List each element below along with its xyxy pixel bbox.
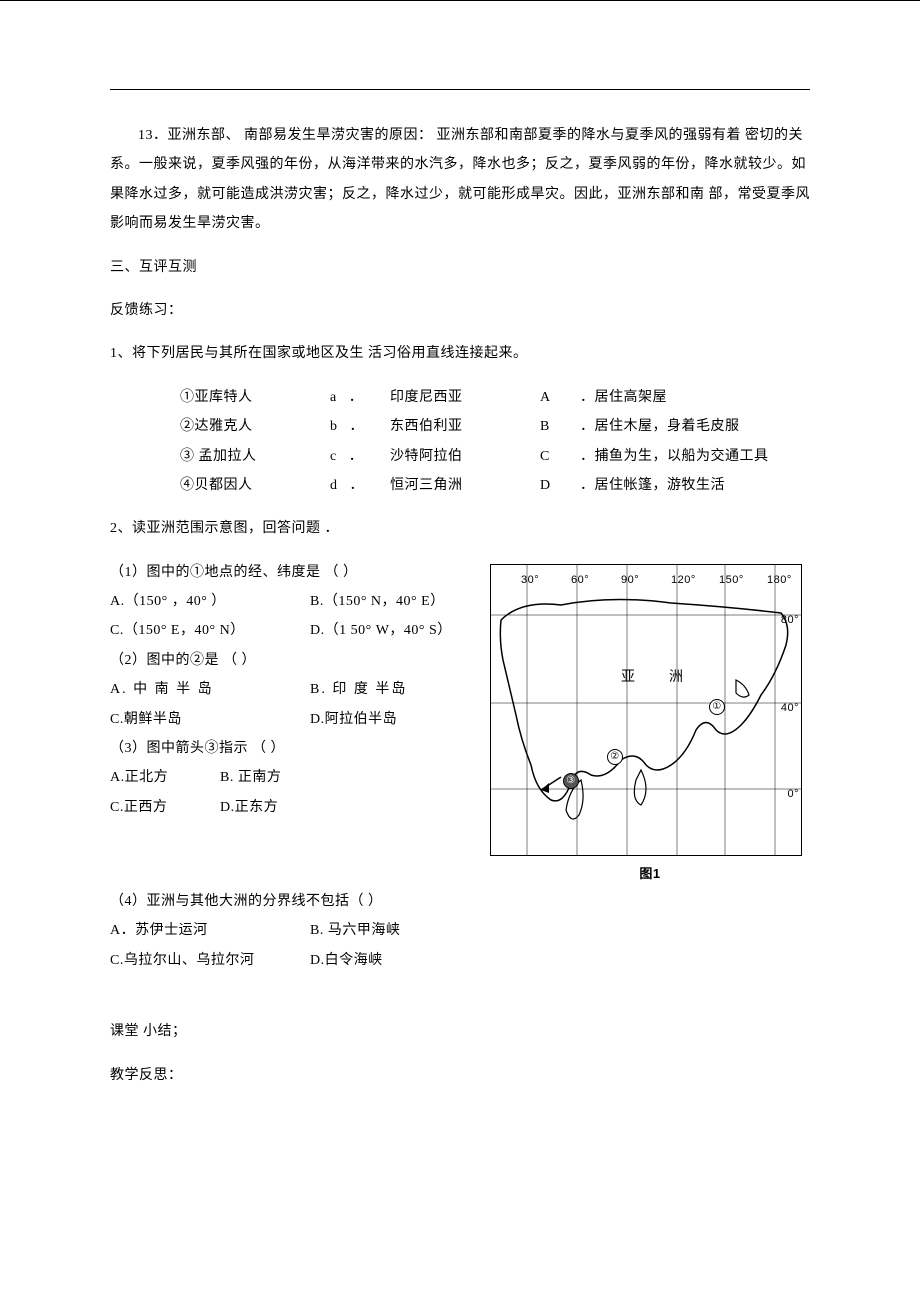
match-region: 东西伯利亚	[390, 412, 540, 441]
q2-sub3: （3）图中箭头③指示 （ ）	[110, 734, 478, 763]
feedback-heading: 反馈练习：	[110, 296, 810, 325]
match-letter-lc: c ．	[330, 442, 390, 471]
match-person: ①亚库特人	[180, 383, 330, 412]
match-letter-lc: d ．	[330, 471, 390, 500]
question-1: 1、将下列居民与其所在国家或地区及生 活习俗用直线连接起来。	[110, 339, 810, 368]
matching-row: ③ 孟加拉人 c ． 沙特阿拉伯 C ．捕鱼为生，以船为交通工具	[110, 442, 810, 471]
match-person: ②达雅克人	[180, 412, 330, 441]
document-page: 13．亚洲东部、 南部易发生旱涝灾害的原因： 亚洲东部和南部夏季的降水与夏季风的…	[0, 0, 920, 1164]
section-3-heading: 三、互评互测	[110, 253, 810, 282]
match-letter-lc: a ．	[330, 383, 390, 412]
match-letter-uc: D	[540, 471, 580, 500]
option-b: B. 印 度 半岛	[310, 675, 407, 704]
match-desc: ．居住高架屋	[580, 383, 810, 412]
match-region: 印度尼西亚	[390, 383, 540, 412]
option-a: A.正北方	[110, 763, 220, 792]
q2-two-column: （1）图中的①地点的经、纬度是 （ ） A.（150° ，40° ） B.（15…	[110, 558, 810, 887]
header-rule	[110, 89, 810, 90]
q2-right-column: 30° 60° 90° 120° 150° 180° 80° 40° 0°	[490, 558, 810, 887]
q2-sub1: （1）图中的①地点的经、纬度是 （ ）	[110, 558, 478, 587]
match-letter-uc: A	[540, 383, 580, 412]
matching-block: ①亚库特人 a ． 印度尼西亚 A ．居住高架屋 ②达雅克人 b ． 东西伯利亚…	[110, 383, 810, 501]
q2-sub1-row2: C.（150° E，40° N） D.（1 50° W，40° S）	[110, 616, 478, 645]
match-person: ④贝都因人	[180, 471, 330, 500]
q2-sub4-row2: C.乌拉尔山、乌拉尔河 D.白令海峡	[110, 946, 810, 975]
option-c: C.乌拉尔山、乌拉尔河	[110, 946, 310, 975]
match-desc: ．居住帐篷，游牧生活	[580, 471, 810, 500]
option-b: B. 正南方	[220, 763, 281, 792]
match-region: 沙特阿拉伯	[390, 442, 540, 471]
content-area: 13．亚洲东部、 南部易发生旱涝灾害的原因： 亚洲东部和南部夏季的降水与夏季风的…	[110, 121, 810, 1090]
paragraph-13: 13．亚洲东部、 南部易发生旱涝灾害的原因： 亚洲东部和南部夏季的降水与夏季风的…	[110, 121, 810, 239]
map-marker-1: ①	[709, 693, 725, 718]
q2-sub3-row2: C.正西方 D.正东方	[110, 793, 478, 822]
matching-row: ①亚库特人 a ． 印度尼西亚 A ．居住高架屋	[110, 383, 810, 412]
match-person: ③ 孟加拉人	[180, 442, 330, 471]
map-svg	[491, 565, 801, 855]
q2-sub2-row2: C.朝鲜半岛 D.阿拉伯半岛	[110, 705, 478, 734]
q2-sub4-row1: A．苏伊士运河 B. 马六甲海峡	[110, 916, 810, 945]
map-marker-3: ③	[563, 767, 579, 792]
matching-row: ④贝都因人 d ． 恒河三角洲 D ．居住帐篷，游牧生活	[110, 471, 810, 500]
teaching-reflection: 教学反思：	[110, 1061, 810, 1090]
option-d: D.（1 50° W，40° S）	[310, 616, 452, 645]
option-d: D.阿拉伯半岛	[310, 705, 397, 734]
map-center-label: 亚 洲	[621, 663, 693, 692]
q2-left-column: （1）图中的①地点的经、纬度是 （ ） A.（150° ，40° ） B.（15…	[110, 558, 478, 887]
option-b: B.（150° N，40° E）	[310, 587, 445, 616]
option-d: D.正东方	[220, 793, 278, 822]
q2-sub2-row1: A. 中 南 半 岛 B. 印 度 半岛	[110, 675, 478, 704]
option-b: B. 马六甲海峡	[310, 916, 400, 945]
match-letter-uc: B	[540, 412, 580, 441]
option-a: A.（150° ，40° ）	[110, 587, 310, 616]
option-c: C.朝鲜半岛	[110, 705, 310, 734]
option-d: D.白令海峡	[310, 946, 383, 975]
match-letter-lc: b ．	[330, 412, 390, 441]
q2-sub1-row1: A.（150° ，40° ） B.（150° N，40° E）	[110, 587, 478, 616]
option-c: C.（150° E，40° N）	[110, 616, 310, 645]
match-desc: ．捕鱼为生，以船为交通工具	[580, 442, 810, 471]
option-a: A．苏伊士运河	[110, 916, 310, 945]
q2-sub4: （4）亚洲与其他大洲的分界线不包括（ ）	[110, 887, 810, 916]
matching-row: ②达雅克人 b ． 东西伯利亚 B ．居住木屋，身着毛皮服	[110, 412, 810, 441]
asia-map: 30° 60° 90° 120° 150° 180° 80° 40° 0°	[490, 564, 802, 856]
option-c: C.正西方	[110, 793, 220, 822]
match-region: 恒河三角洲	[390, 471, 540, 500]
map-caption: 图1	[490, 860, 810, 887]
q2-sub3-row1: A.正北方 B. 正南方	[110, 763, 478, 792]
match-letter-uc: C	[540, 442, 580, 471]
class-summary: 课堂 小结；	[110, 1017, 810, 1046]
map-marker-2: ②	[607, 743, 623, 768]
option-a: A. 中 南 半 岛	[110, 675, 310, 704]
question-2: 2、读亚洲范围示意图，回答问题 ．	[110, 514, 810, 543]
match-desc: ．居住木屋，身着毛皮服	[580, 412, 810, 441]
q2-sub2: （2）图中的②是 （ ）	[110, 646, 478, 675]
